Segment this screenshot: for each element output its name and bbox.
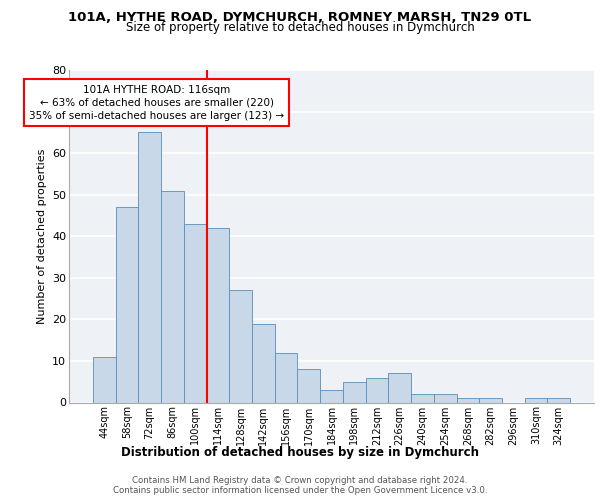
Text: Contains public sector information licensed under the Open Government Licence v3: Contains public sector information licen… [113,486,487,495]
Bar [320,390,343,402]
Bar [93,357,116,403]
Text: Size of property relative to detached houses in Dymchurch: Size of property relative to detached ho… [125,21,475,34]
Bar [365,378,388,402]
Bar [457,398,479,402]
Bar [116,207,139,402]
Bar [229,290,252,403]
Y-axis label: Number of detached properties: Number of detached properties [37,148,47,324]
Bar [298,369,320,402]
Bar [161,190,184,402]
Bar [388,374,411,402]
Bar [479,398,502,402]
Bar [411,394,434,402]
Bar [184,224,206,402]
Bar [252,324,275,402]
Bar [547,398,570,402]
Bar [139,132,161,402]
Text: 101A HYTHE ROAD: 116sqm
← 63% of detached houses are smaller (220)
35% of semi-d: 101A HYTHE ROAD: 116sqm ← 63% of detache… [29,84,284,121]
Text: Contains HM Land Registry data © Crown copyright and database right 2024.: Contains HM Land Registry data © Crown c… [132,476,468,485]
Bar [343,382,365,402]
Bar [275,352,298,403]
Bar [434,394,457,402]
Bar [206,228,229,402]
Bar [524,398,547,402]
Text: Distribution of detached houses by size in Dymchurch: Distribution of detached houses by size … [121,446,479,459]
Text: 101A, HYTHE ROAD, DYMCHURCH, ROMNEY MARSH, TN29 0TL: 101A, HYTHE ROAD, DYMCHURCH, ROMNEY MARS… [68,11,532,24]
